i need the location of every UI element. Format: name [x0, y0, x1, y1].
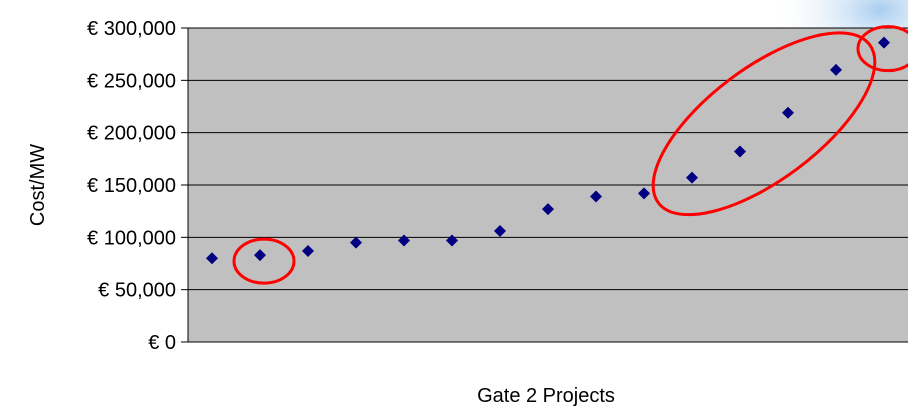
y-tick-label: € 0 — [148, 332, 176, 354]
data-point — [446, 234, 458, 247]
highlight-ellipse — [856, 25, 908, 73]
data-point — [686, 171, 698, 184]
data-point — [542, 203, 554, 216]
data-point — [878, 36, 890, 49]
highlight-ellipse — [651, 31, 877, 217]
y-tick-label: € 100,000 — [87, 227, 176, 249]
data-point — [734, 145, 746, 158]
data-point — [494, 225, 506, 238]
highlight-ellipse — [232, 237, 296, 285]
x-axis-title: Gate 2 Projects — [477, 385, 615, 407]
data-point — [638, 187, 650, 200]
data-point — [350, 236, 362, 249]
data-point — [590, 190, 602, 203]
data-point — [302, 244, 314, 257]
y-tick-labels: € 0 € 50,000 € 100,000 € 150,000 € 200,000 € … — [87, 18, 176, 354]
data-point — [206, 252, 218, 265]
y-tick-label: € 250,000 — [87, 70, 176, 92]
data-point — [398, 234, 410, 247]
y-axis-title: Cost/MW — [27, 144, 49, 226]
y-tick-label: € 150,000 — [87, 175, 176, 197]
data-point — [254, 249, 266, 262]
axes — [187, 28, 908, 343]
highlight-ellipses — [232, 25, 908, 285]
y-tick-label: € 300,000 — [87, 18, 176, 40]
y-tick-label: € 50,000 — [98, 280, 176, 302]
data-points — [206, 36, 890, 265]
data-point — [782, 106, 794, 119]
y-tick-label: € 200,000 — [87, 123, 176, 145]
data-point — [830, 63, 842, 76]
